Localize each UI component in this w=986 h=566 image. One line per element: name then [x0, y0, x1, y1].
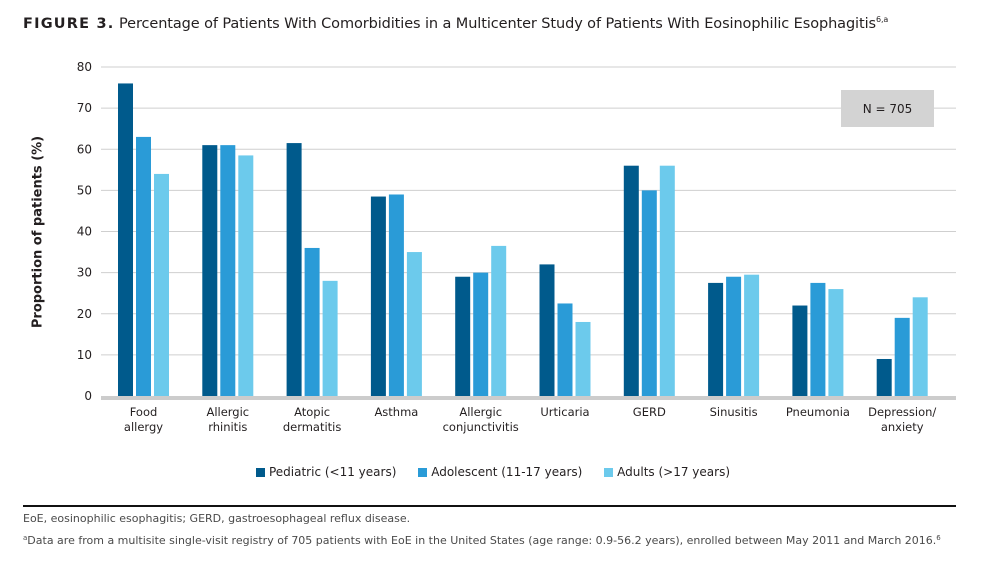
y-tick-label: 0: [84, 389, 92, 403]
bar: [455, 276, 471, 396]
bar: [912, 297, 928, 396]
bar: [641, 190, 657, 396]
legend-item-adults: Adults (>17 years): [604, 465, 730, 479]
bar: [202, 145, 218, 396]
bar: [220, 145, 236, 396]
footnote-reference: 6: [936, 534, 941, 542]
x-tick-label: Allergic: [206, 405, 249, 419]
x-tick-label: Sinusitis: [710, 405, 758, 419]
bar: [876, 358, 892, 396]
bar: [473, 272, 489, 396]
figure-label: FIGURE 3.: [23, 16, 115, 32]
bar: [659, 165, 675, 396]
bar: [557, 303, 573, 396]
bar: [726, 276, 742, 396]
x-tick-label: Food: [130, 405, 158, 419]
bar: [744, 274, 760, 396]
footnote-divider: [23, 505, 956, 507]
bar: [286, 143, 302, 396]
legend-label-adolescent: Adolescent (11-17 years): [431, 465, 583, 479]
sample-size-annotation: N = 705: [841, 90, 934, 127]
bar: [322, 280, 338, 396]
y-tick-label: 30: [77, 266, 92, 280]
bar: [810, 282, 826, 396]
y-tick-label: 10: [77, 348, 92, 362]
x-tick-label: anxiety: [881, 420, 924, 434]
bar: [136, 136, 151, 396]
legend-label-pediatric: Pediatric (<11 years): [268, 465, 397, 479]
x-tick-label: Asthma: [374, 405, 418, 419]
footnote-abbreviations: EoE, eosinophilic esophagitis; GERD, gas…: [23, 512, 411, 525]
footnote-data-source: aData are from a multisite single-visit …: [23, 534, 941, 547]
x-tick-label: Atopic: [294, 405, 330, 419]
bar: [792, 305, 808, 396]
bar: [894, 317, 910, 396]
legend-swatch-adolescent: [418, 467, 428, 477]
figure-title: FIGURE 3. Percentage of Patients With Co…: [23, 15, 888, 32]
x-tick-label: Depression/: [868, 405, 936, 419]
x-tick-label: rhinitis: [208, 420, 247, 434]
x-tick-label: allergy: [124, 420, 163, 434]
bar: [154, 173, 169, 396]
bar: [623, 165, 639, 396]
bar: [539, 264, 555, 396]
y-tick-label: 70: [77, 101, 92, 115]
x-tick-label: dermatitis: [283, 420, 342, 434]
legend-swatch-adults: [604, 467, 614, 477]
bar: [828, 289, 844, 396]
x-tick-label: GERD: [633, 405, 666, 419]
bar: [304, 247, 320, 396]
y-tick-label: 40: [77, 225, 92, 239]
figure-title-text: Percentage of Patients With Comorbiditie…: [119, 16, 876, 32]
bar: [118, 83, 133, 396]
x-tick-label: Urticaria: [540, 405, 589, 419]
y-tick-label: 60: [77, 142, 92, 156]
x-axis-baseline: [101, 396, 956, 400]
legend: Pediatric (<11 years) Adolescent (11-17 …: [0, 465, 986, 480]
y-tick-label: 50: [77, 183, 92, 197]
footnote-marker: a: [23, 534, 28, 542]
bar-chart: 01020304050607080FoodallergyAllergicrhin…: [77, 60, 956, 434]
figure-title-superscript: 6,a: [875, 15, 889, 24]
x-tick-label: Allergic: [459, 405, 502, 419]
bar: [388, 194, 404, 396]
legend-item-adolescent: Adolescent (11-17 years): [418, 465, 582, 479]
legend-label-adults: Adults (>17 years): [617, 465, 731, 479]
bar: [406, 252, 422, 396]
bar: [238, 155, 254, 396]
footnote-note-text: Data are from a multisite single-visit r…: [27, 534, 937, 547]
y-tick-label: 80: [77, 60, 92, 74]
bar: [491, 245, 507, 396]
sample-size-text: N = 705: [862, 101, 913, 116]
legend-item-pediatric: Pediatric (<11 years): [255, 465, 397, 479]
bar: [370, 196, 386, 396]
legend-swatch-pediatric: [255, 467, 265, 477]
bar: [575, 321, 591, 396]
bar: [708, 282, 724, 396]
x-tick-label: Pneumonia: [786, 405, 850, 419]
x-tick-label: conjunctivitis: [443, 420, 519, 434]
y-tick-label: 20: [77, 307, 92, 321]
